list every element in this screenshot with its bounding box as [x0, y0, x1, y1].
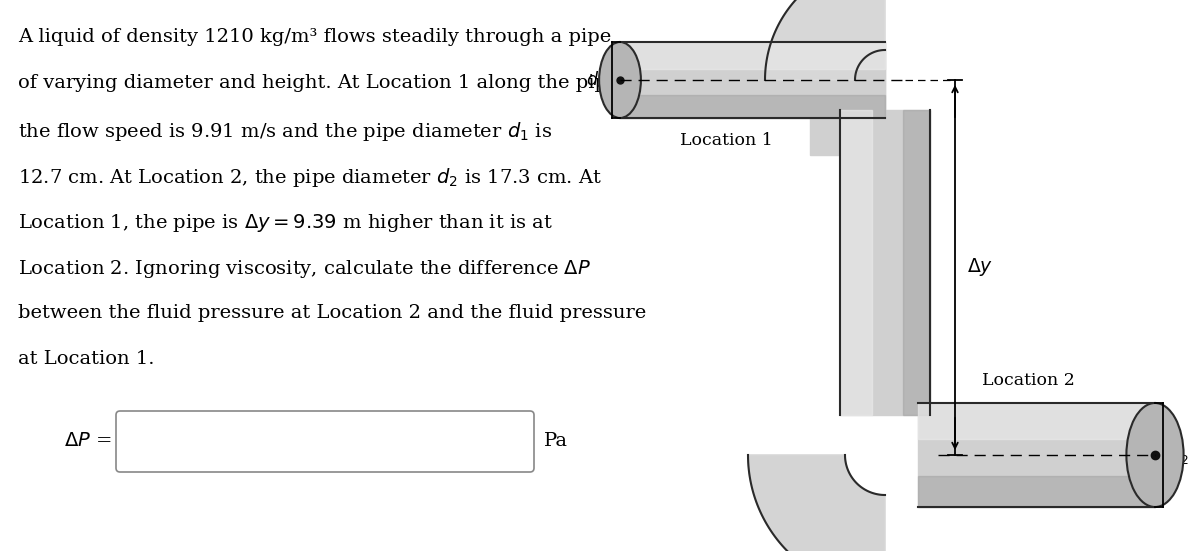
Polygon shape: [748, 455, 886, 551]
Text: between the fluid pressure at Location 2 and the fluid pressure: between the fluid pressure at Location 2…: [18, 304, 647, 322]
Text: 12.7 cm. At Location 2, the pipe diameter $d_2$ is 17.3 cm. At: 12.7 cm. At Location 2, the pipe diamete…: [18, 166, 602, 189]
Ellipse shape: [1127, 403, 1183, 507]
Polygon shape: [748, 455, 886, 551]
Text: Location 1, the pipe is $\Delta y = 9.39$ m higher than it is at: Location 1, the pipe is $\Delta y = 9.39…: [18, 212, 553, 234]
FancyBboxPatch shape: [116, 411, 534, 472]
Text: at Location 1.: at Location 1.: [18, 350, 155, 368]
Text: $\Delta y$: $\Delta y$: [967, 257, 994, 278]
Text: Location 2: Location 2: [982, 372, 1075, 389]
Text: $d_2$: $d_2$: [1169, 445, 1188, 466]
Polygon shape: [918, 476, 1154, 507]
Polygon shape: [810, 42, 886, 155]
Text: Location 1: Location 1: [680, 132, 773, 149]
Polygon shape: [840, 110, 930, 415]
Polygon shape: [918, 403, 1154, 507]
Polygon shape: [840, 110, 871, 415]
Polygon shape: [766, 0, 886, 80]
Text: Location 2. Ignoring viscosity, calculate the difference $\Delta P$: Location 2. Ignoring viscosity, calculat…: [18, 258, 590, 280]
Polygon shape: [620, 95, 886, 118]
Polygon shape: [904, 110, 930, 415]
Text: Pa: Pa: [544, 433, 568, 451]
Polygon shape: [620, 42, 886, 69]
Text: of varying diameter and height. At Location 1 along the pipe,: of varying diameter and height. At Locat…: [18, 74, 625, 92]
Ellipse shape: [599, 42, 641, 118]
Polygon shape: [620, 42, 886, 118]
Polygon shape: [766, 0, 886, 80]
Text: the flow speed is 9.91 m/s and the pipe diameter $d_1$ is: the flow speed is 9.91 m/s and the pipe …: [18, 120, 552, 143]
Text: $d_1$: $d_1$: [587, 69, 606, 90]
Text: A liquid of density 1210 kg/m³ flows steadily through a pipe: A liquid of density 1210 kg/m³ flows ste…: [18, 28, 611, 46]
Text: $\Delta P$ =: $\Delta P$ =: [65, 433, 112, 451]
Polygon shape: [918, 403, 1154, 439]
